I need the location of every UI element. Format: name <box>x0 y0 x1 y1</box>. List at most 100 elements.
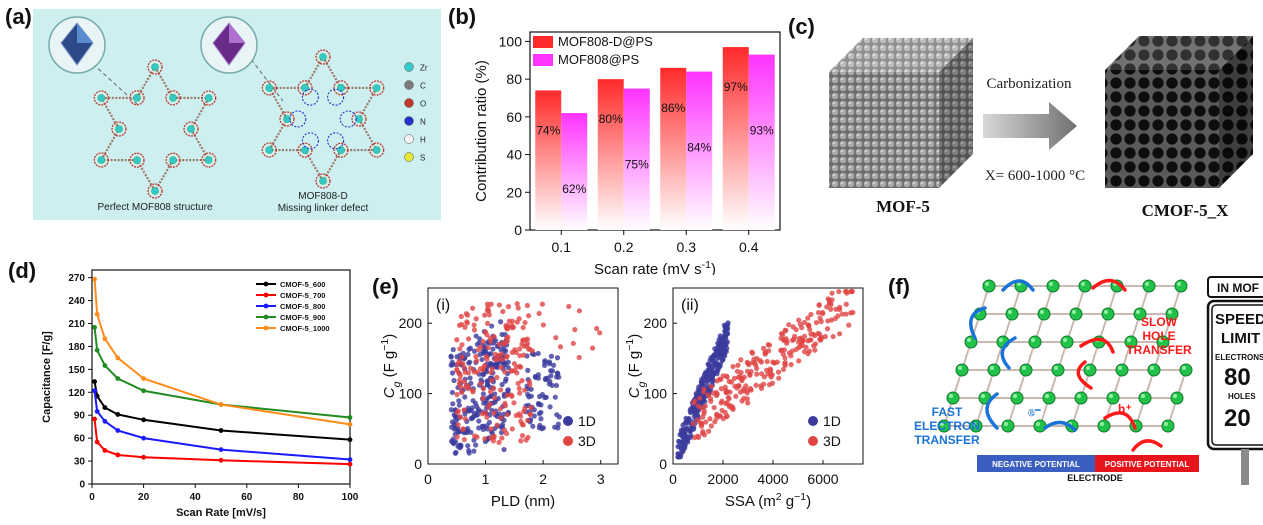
metal-node-highlight <box>1136 310 1140 314</box>
scatter-point-3d <box>754 365 760 372</box>
metal-node <box>1042 391 1056 405</box>
plot-frame <box>427 287 619 465</box>
data-point <box>141 388 146 394</box>
cluster-ring <box>261 142 277 158</box>
metal-node-highlight <box>958 366 962 370</box>
scatter-point-1d <box>501 446 507 453</box>
metal-node <box>1019 363 1033 377</box>
legend-label: CMOF-5_900 <box>280 313 325 322</box>
y-tick-label: 100 <box>399 386 423 402</box>
scatter-point-3d <box>843 301 849 307</box>
scatter-point-1d <box>719 356 726 363</box>
caption-missing-linker: Missing linker defect <box>278 203 369 214</box>
scatter-point-3d <box>739 398 745 404</box>
mof808-d-star-network-right <box>261 49 385 189</box>
zr-cluster <box>319 177 327 185</box>
scatter-point-3d <box>502 369 508 375</box>
scatter-point-3d <box>733 393 739 399</box>
data-point <box>115 355 121 361</box>
x-tick-label: 60 <box>241 492 253 503</box>
fast-line-2: ELECTRON <box>914 419 980 433</box>
x-tick-label: 0.2 <box>614 239 634 255</box>
scatter-point-3d <box>762 350 768 356</box>
scatter-point-3d <box>597 330 603 336</box>
scatter-point-3d <box>718 386 724 392</box>
scatter-point-3d <box>572 327 578 333</box>
scatter-point-3d <box>491 433 497 439</box>
cluster-ring <box>93 152 109 168</box>
scatter-point-1d <box>537 422 543 428</box>
metal-node-highlight <box>985 282 989 286</box>
metal-node-highlight <box>1141 394 1145 398</box>
scatter-point-1d <box>708 366 714 373</box>
metal-node-highlight <box>1100 422 1104 426</box>
scatter-point-3d <box>837 331 843 337</box>
metal-node-highlight <box>1045 394 1049 398</box>
scatter-point-3d <box>513 412 519 419</box>
bar-mof808-d-ps-0.2 <box>597 79 624 230</box>
scatter-point-3d <box>509 349 515 355</box>
scatter-point-1d <box>678 427 684 433</box>
scatter-point-1d <box>707 362 713 368</box>
metal-node <box>1074 391 1088 405</box>
scatter-point-3d <box>521 352 527 358</box>
scatter-point-3d <box>461 436 467 443</box>
scatter-point-3d <box>500 308 506 315</box>
sign-limit: LIMIT <box>1221 330 1260 347</box>
data-point <box>347 415 353 420</box>
y-tick-label: 0 <box>79 480 85 491</box>
cluster-ring <box>351 111 367 127</box>
scatter-point-1d <box>450 401 456 407</box>
scatter-point-3d <box>839 311 845 317</box>
scatter-point-3d <box>553 335 559 341</box>
scatter-point-3d <box>459 354 465 360</box>
cluster-ring <box>147 183 163 199</box>
transfer-arrow <box>1103 411 1137 430</box>
atom-label-zr: Zr <box>420 64 428 73</box>
linker-strut <box>322 56 342 89</box>
transfer-arrow <box>1079 337 1115 354</box>
scatter-point-3d <box>738 369 744 376</box>
scatter-point-3d <box>788 362 794 368</box>
scatter-point-3d <box>480 386 486 392</box>
scatter-point-3d <box>464 320 470 326</box>
scatter-point-1d <box>714 346 721 352</box>
scatter-point-3d <box>514 370 520 376</box>
scatter-point-3d <box>695 403 702 409</box>
x-tick-label: 0.1 <box>552 239 572 255</box>
scatter-point-3d <box>517 346 523 352</box>
scatter-point-3d <box>837 304 843 310</box>
transfer-arrow <box>1001 279 1035 292</box>
scatter-point-3d <box>503 354 510 360</box>
cluster-ring <box>183 121 199 137</box>
scatter-point-3d <box>775 369 782 375</box>
scatter-point-3d <box>528 404 534 411</box>
scatter-point-3d <box>724 389 730 395</box>
scatter-point-3d <box>498 351 504 357</box>
cluster-ring <box>333 80 349 96</box>
scatter-point-1d <box>498 424 504 430</box>
scatter-point-3d <box>518 438 524 444</box>
scatter-point-3d <box>509 318 515 324</box>
cluster-ring <box>297 80 313 96</box>
metal-node <box>1010 391 1024 405</box>
metal-node-highlight <box>981 394 985 398</box>
x-axis-title: PLD (nm) <box>491 493 555 510</box>
scatter-point-1d <box>470 398 476 404</box>
scatter-point-3d <box>505 334 511 340</box>
scatter-point-3d <box>778 335 784 341</box>
y-tick-label: 210 <box>68 319 85 330</box>
scatter-point-3d <box>705 392 711 398</box>
scatter-point-3d <box>744 396 750 402</box>
scatter-point-3d <box>779 347 785 353</box>
scatter-point-3d <box>754 371 760 377</box>
zr-cluster <box>355 115 363 123</box>
data-point <box>218 457 224 463</box>
scatter-point-1d <box>721 344 727 350</box>
mof5-cube <box>829 38 973 188</box>
scatter-point-3d <box>502 400 508 406</box>
scatter-point-1d <box>450 347 456 353</box>
bar-data-label: 80% <box>599 112 623 126</box>
scatter-point-1d <box>549 368 556 374</box>
scatter-point-3d <box>498 387 504 393</box>
